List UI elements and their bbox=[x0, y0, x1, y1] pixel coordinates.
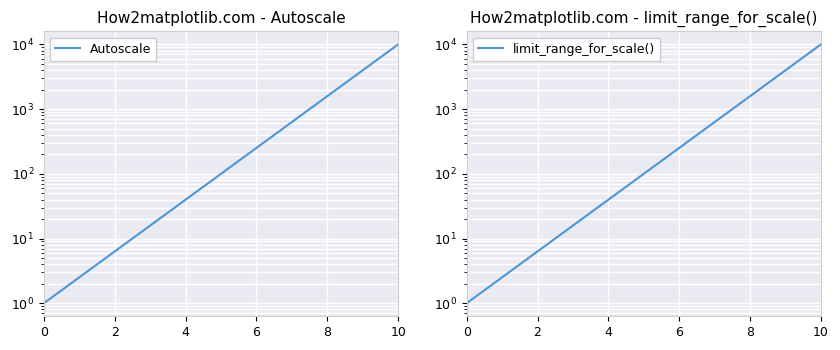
limit_range_for_scale() bbox=[816, 42, 826, 47]
Line: Autoscale: Autoscale bbox=[44, 44, 398, 303]
limit_range_for_scale() bbox=[630, 178, 640, 182]
limit_range_for_scale() bbox=[632, 177, 642, 181]
Autoscale bbox=[393, 42, 403, 47]
Title: How2matplotlib.com - Autoscale: How2matplotlib.com - Autoscale bbox=[97, 11, 345, 26]
Autoscale bbox=[209, 177, 219, 181]
Autoscale bbox=[207, 178, 218, 182]
Autoscale bbox=[385, 49, 395, 53]
limit_range_for_scale() bbox=[752, 89, 762, 93]
Title: How2matplotlib.com - limit_range_for_scale(): How2matplotlib.com - limit_range_for_sca… bbox=[470, 11, 817, 27]
Legend: Autoscale: Autoscale bbox=[50, 38, 156, 61]
Autoscale bbox=[329, 89, 339, 93]
Line: limit_range_for_scale(): limit_range_for_scale() bbox=[467, 44, 821, 303]
limit_range_for_scale() bbox=[462, 301, 472, 305]
Legend: limit_range_for_scale(): limit_range_for_scale() bbox=[473, 38, 660, 61]
Autoscale bbox=[249, 147, 260, 151]
limit_range_for_scale() bbox=[673, 147, 683, 151]
Autoscale bbox=[39, 301, 49, 305]
limit_range_for_scale() bbox=[807, 49, 817, 53]
limit_range_for_scale() bbox=[654, 161, 664, 165]
Autoscale bbox=[230, 161, 240, 165]
